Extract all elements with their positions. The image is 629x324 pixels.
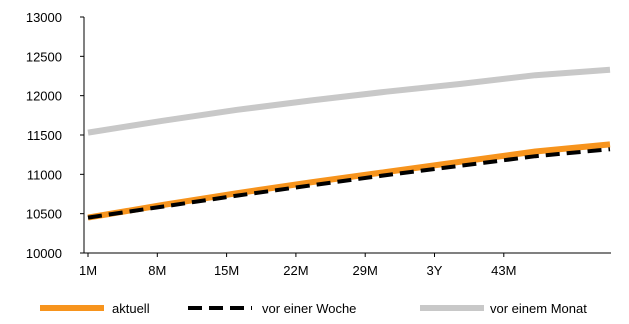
x-axis-ticks: 1M 8M 15M 22M 29M 3Y 43M xyxy=(79,253,516,278)
series-lines xyxy=(87,66,611,221)
x-tick-label: 22M xyxy=(283,263,308,278)
x-tick-label: 8M xyxy=(148,263,166,278)
y-tick-label: 12000 xyxy=(26,89,62,104)
legend-label: vor einer Woche xyxy=(262,301,356,316)
legend: aktuell vor einer Woche vor einem Monat xyxy=(40,301,587,316)
y-tick-label: 13000 xyxy=(26,10,62,25)
x-tick-label: 29M xyxy=(353,263,378,278)
series-line-1 xyxy=(87,147,611,220)
y-tick-label: 10000 xyxy=(26,246,62,261)
y-tick-label: 12500 xyxy=(26,49,62,64)
y-axis-ticks: 10000 10500 11000 11500 12000 12500 13000 xyxy=(26,10,84,261)
x-tick-label: 43M xyxy=(491,263,516,278)
y-tick-label: 10500 xyxy=(26,207,62,222)
y-tick-label: 11500 xyxy=(27,128,62,143)
series-line-2 xyxy=(87,66,611,136)
legend-label: aktuell xyxy=(112,301,150,316)
axes xyxy=(83,17,611,254)
x-tick-label: 15M xyxy=(214,263,239,278)
legend-label: vor einem Monat xyxy=(490,301,587,316)
y-tick-label: 11000 xyxy=(27,167,62,182)
x-tick-label: 3Y xyxy=(427,263,443,278)
x-tick-label: 1M xyxy=(79,263,97,278)
